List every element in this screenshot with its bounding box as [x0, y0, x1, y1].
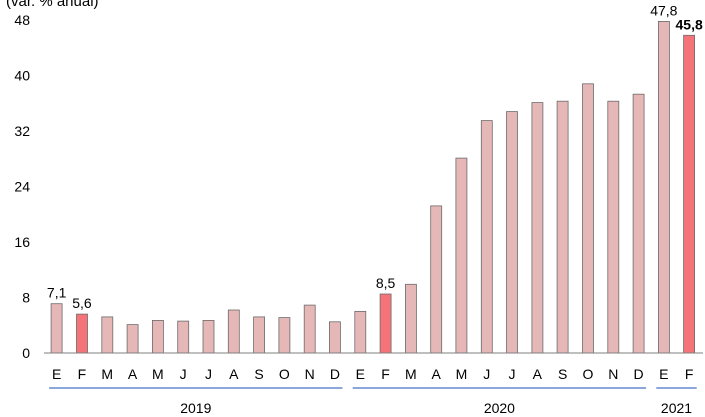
bar [480, 120, 493, 354]
bar [101, 316, 114, 354]
bar [151, 319, 164, 354]
y-tick-label: 40 [14, 68, 30, 84]
bar [556, 100, 569, 354]
y-axis-ticks: 0 8 16 24 32 40 48 [14, 12, 30, 361]
year-label: 2020 [484, 400, 515, 416]
data-label: 45,8 [676, 16, 703, 32]
x-tick-label: A [533, 366, 543, 382]
data-label: 47,8 [650, 2, 677, 18]
bar [126, 324, 139, 354]
x-tick-label: M [456, 366, 468, 382]
bar [379, 293, 392, 354]
bar [607, 100, 620, 354]
x-tick-label: J [180, 366, 187, 382]
x-tick-label: E [356, 366, 365, 382]
x-tick-label: S [558, 366, 567, 382]
x-tick-label: N [608, 366, 618, 382]
y-tick-label: 32 [14, 123, 30, 139]
x-tick-label: J [205, 366, 212, 382]
year-groups: 2019 2020 2021 [49, 387, 697, 416]
year-label: 2019 [180, 400, 211, 416]
bar [354, 310, 367, 354]
bar [506, 111, 518, 354]
y-tick-label: 0 [22, 345, 30, 361]
x-tick-label: M [152, 366, 164, 382]
x-tick-label: E [52, 366, 61, 382]
bar [683, 34, 695, 354]
x-tick-label: A [431, 366, 441, 382]
x-tick-label: A [128, 366, 138, 382]
y-tick-label: 48 [14, 12, 30, 28]
data-label: 5,6 [72, 295, 92, 311]
x-tick-label: E [659, 366, 668, 382]
x-tick-label: D [633, 366, 643, 382]
x-tick-label: O [279, 366, 290, 382]
bar [50, 303, 63, 354]
bar [253, 316, 266, 354]
bar [455, 157, 468, 354]
x-tick-label: D [330, 366, 340, 382]
data-labels: 7,1 5,6 8,5 47,845,8 [47, 2, 703, 311]
bar [531, 102, 544, 354]
bar [202, 319, 215, 354]
y-tick-label: 8 [22, 290, 30, 306]
bar [658, 20, 670, 354]
bar [76, 313, 88, 354]
x-tick-label: O [583, 366, 594, 382]
x-tick-label: A [229, 366, 239, 382]
bar [430, 205, 443, 354]
bar [177, 320, 190, 354]
bar [632, 93, 645, 354]
data-label: 8,5 [376, 275, 396, 291]
bar [404, 283, 417, 354]
x-tick-label: M [405, 366, 417, 382]
x-tick-label: S [254, 366, 263, 382]
x-tick-label: M [101, 366, 113, 382]
bars [50, 20, 695, 354]
bar [227, 309, 240, 354]
y-axis-label: (var. % anual) [6, 0, 99, 10]
bar [303, 304, 316, 354]
bar [278, 317, 291, 354]
bar [328, 321, 341, 354]
year-label: 2021 [661, 400, 692, 416]
y-tick-label: 24 [14, 179, 30, 195]
bar [582, 83, 594, 354]
x-tick-label: F [78, 366, 87, 382]
x-tick-label: N [305, 366, 315, 382]
x-tick-label: J [509, 366, 516, 382]
x-tick-label: F [685, 366, 694, 382]
x-tick-label: J [483, 366, 490, 382]
y-tick-label: 16 [14, 234, 30, 250]
x-tick-label: F [381, 366, 390, 382]
data-label: 7,1 [47, 285, 67, 301]
